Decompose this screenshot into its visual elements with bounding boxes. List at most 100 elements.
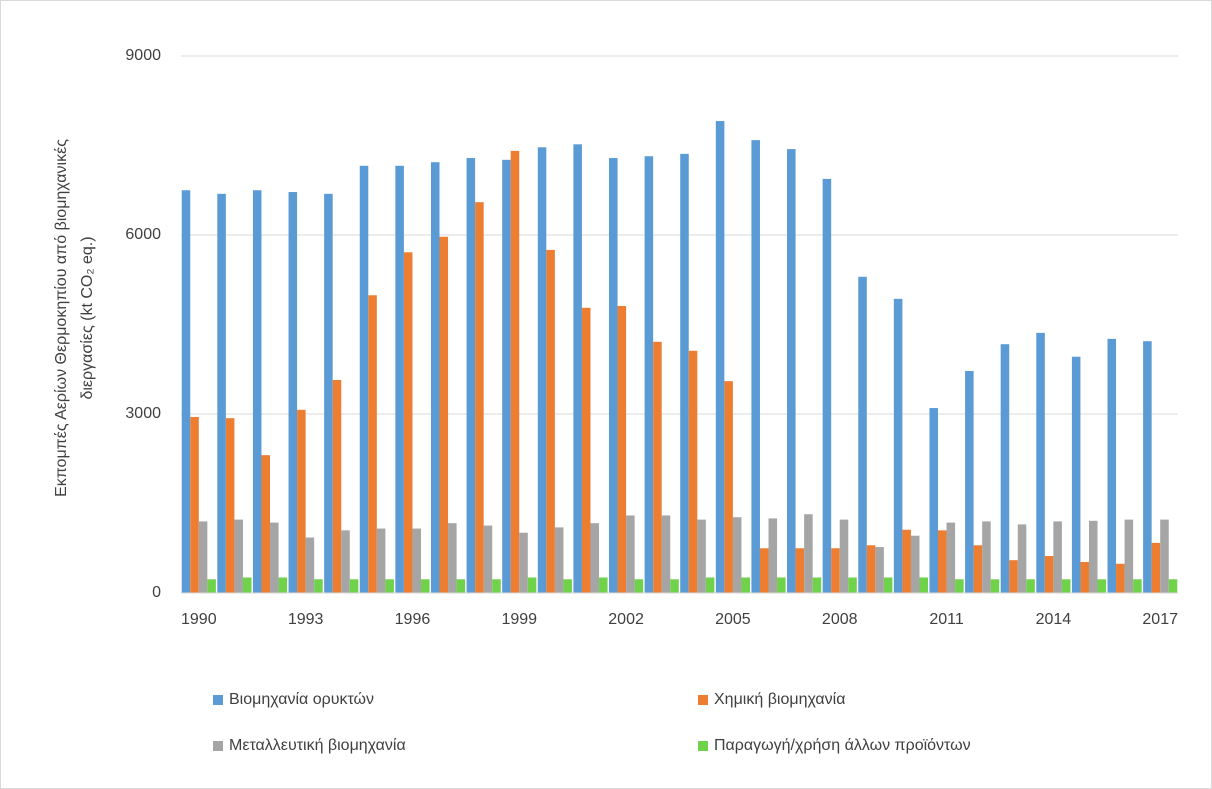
bar <box>1097 579 1107 593</box>
legend-label: Χημική βιομηχανία <box>714 691 845 708</box>
bar <box>777 577 786 593</box>
bar <box>563 579 572 593</box>
bar <box>831 548 840 593</box>
bar <box>288 192 298 594</box>
bar <box>608 158 618 593</box>
bar <box>225 418 235 593</box>
bar <box>502 159 511 593</box>
bar <box>965 371 974 593</box>
bar <box>207 579 216 593</box>
bar <box>198 521 208 593</box>
bar <box>705 577 715 593</box>
bar <box>732 517 742 593</box>
bar <box>483 525 493 593</box>
bar <box>1168 579 1178 593</box>
x-tick-label: 2005 <box>715 611 751 628</box>
y-tick-label: 0 <box>152 584 161 601</box>
bar <box>332 379 342 593</box>
bar <box>349 579 359 593</box>
bar <box>456 579 466 593</box>
bar <box>787 149 796 593</box>
bar <box>314 579 323 593</box>
y-tick-label: 3000 <box>125 405 161 422</box>
bar <box>1061 579 1071 593</box>
bar <box>822 178 832 593</box>
bar <box>527 577 537 593</box>
bar <box>1143 341 1152 593</box>
bar <box>278 577 288 593</box>
bar <box>234 519 243 593</box>
bar <box>537 147 547 594</box>
bar <box>368 295 377 593</box>
bar <box>341 530 350 593</box>
bar <box>1053 521 1062 593</box>
bar <box>270 522 279 593</box>
bar <box>938 530 947 593</box>
bar <box>946 522 956 593</box>
bar <box>1160 519 1169 593</box>
bar <box>510 150 520 593</box>
legend-label: Βιομηχανία ορυκτών <box>229 691 374 708</box>
y-axis-label: διεργασίες (kt CO₂ eq.) <box>79 236 96 399</box>
bar <box>181 190 191 593</box>
bar <box>982 521 991 593</box>
bar <box>305 537 315 593</box>
bar <box>412 528 421 593</box>
bar <box>430 162 440 593</box>
x-tick-label: 2002 <box>608 611 644 628</box>
x-tick-label: 2008 <box>822 611 858 628</box>
bar <box>893 298 903 593</box>
bar <box>519 532 528 593</box>
bar <box>910 535 920 593</box>
bar <box>395 165 404 593</box>
bar <box>1151 542 1161 593</box>
x-tick-label: 1990 <box>181 611 217 628</box>
bar <box>1036 332 1045 593</box>
bar <box>546 249 555 593</box>
bar <box>466 158 476 593</box>
bar <box>475 202 484 593</box>
bar <box>420 579 430 593</box>
bar <box>670 579 679 593</box>
bar <box>252 190 262 593</box>
y-axis-label: Εκπομπές Αερίων Θερμοκηπίου από βιομηχαν… <box>53 139 70 497</box>
bar <box>448 523 457 593</box>
bar <box>902 529 911 593</box>
bar <box>759 548 769 593</box>
bar <box>385 579 394 593</box>
bar <box>1133 579 1142 593</box>
x-tick-label: 1993 <box>288 611 324 628</box>
bar <box>724 381 733 593</box>
bar <box>715 121 725 593</box>
bar <box>1116 563 1125 593</box>
x-tick-label: 2014 <box>1036 611 1072 628</box>
bar <box>804 514 813 593</box>
bar <box>1017 524 1027 593</box>
bar <box>403 252 413 593</box>
x-tick-label: 1996 <box>395 611 431 628</box>
bar <box>1107 338 1117 593</box>
legend-swatch <box>213 741 223 751</box>
bar <box>1071 356 1081 593</box>
bar <box>581 307 591 593</box>
bar <box>634 579 644 593</box>
bar <box>190 416 199 593</box>
bar <box>839 519 849 593</box>
bar <box>492 579 501 593</box>
bar <box>990 579 1000 593</box>
legend-swatch <box>213 695 223 705</box>
bar <box>653 341 662 593</box>
bar <box>680 153 689 593</box>
bar <box>261 455 271 593</box>
bar <box>751 140 760 593</box>
bar <box>875 547 884 593</box>
legend-label: Μεταλλευτική βιομηχανία <box>229 737 406 754</box>
bar <box>359 165 369 593</box>
bar <box>439 236 449 594</box>
bar <box>376 528 386 593</box>
bar <box>590 523 600 593</box>
bar <box>866 545 876 593</box>
bar <box>1080 561 1089 593</box>
bar <box>242 577 252 593</box>
bar <box>858 276 867 593</box>
